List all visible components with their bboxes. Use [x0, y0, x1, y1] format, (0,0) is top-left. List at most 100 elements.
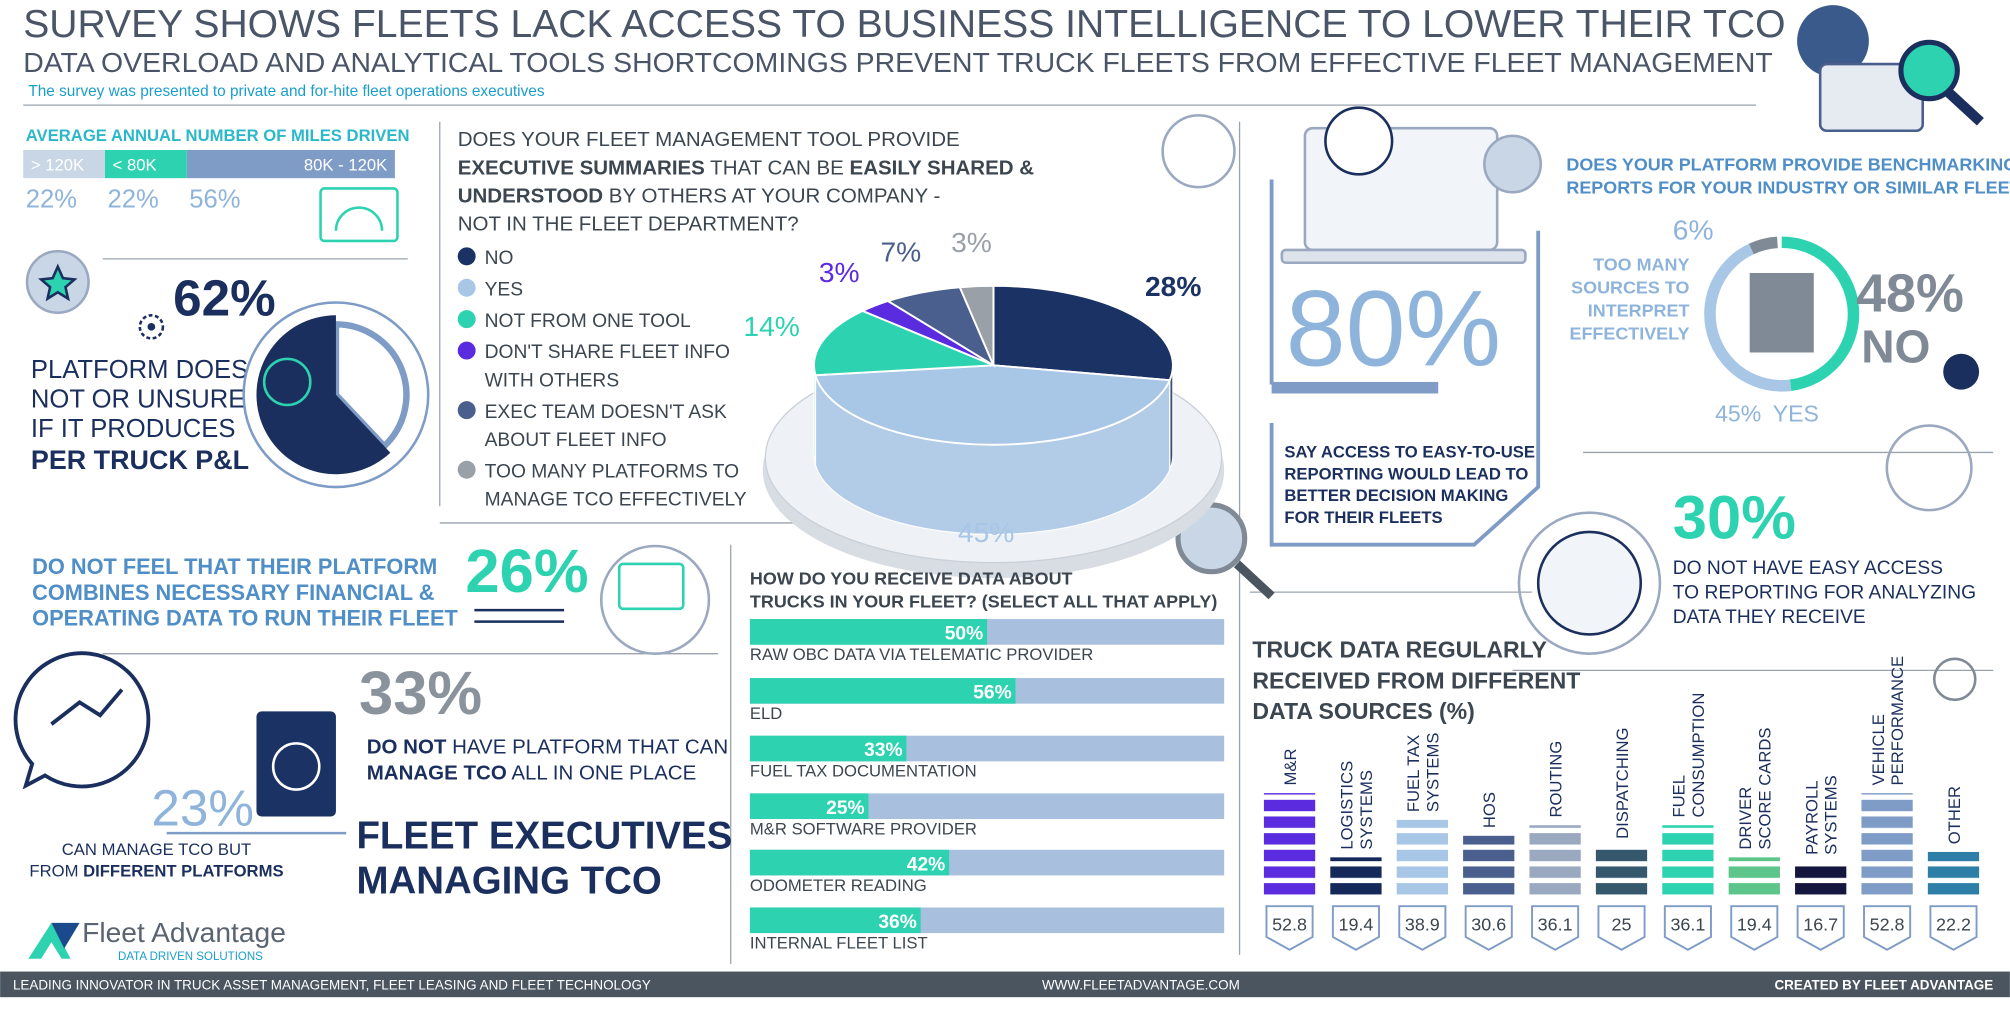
source-label: LOGISTICS [1338, 761, 1357, 850]
pie-label: 7% [880, 235, 921, 267]
tco-one-text-part: MANAGE TCO [367, 761, 507, 784]
tco-one-value: 33% [359, 659, 482, 728]
source-value: 36.1 [1670, 915, 1705, 935]
source-label: VEHICLE [1869, 714, 1888, 785]
footer-right: CREATED BY FLEET ADVANTAGE [1774, 977, 1993, 992]
value-shield [1265, 905, 1314, 951]
reporting-text: DO NOT HAVE EASY ACCESS [1673, 558, 1943, 579]
value-shield [1464, 905, 1513, 951]
question: DOES YOUR FLEET MANAGEMENT TOOL PROVIDE [458, 128, 960, 151]
legend-label: NO [485, 248, 514, 269]
question-part: UNDERSTOOD [458, 185, 603, 208]
financial-text: DO NOT FEEL THAT THEIR PLATFORM [32, 554, 437, 579]
value-shield [1398, 905, 1447, 951]
receive-value: 36% [878, 912, 916, 933]
sources-bars [1263, 793, 1980, 895]
pie-slice [958, 284, 995, 366]
question-part: THAT CAN BE [705, 156, 850, 179]
source-label: DRIVER [1736, 787, 1755, 850]
benchmark-title: REPORTS FOR YOUR INDUSTRY OR SIMILAR FLE… [1566, 178, 2010, 198]
access-text: SAY ACCESS TO EASY-TO-USE [1284, 443, 1535, 462]
question-part: NOT IN THE FLEET DEPARTMENT? [458, 213, 799, 236]
benchmark-yes-value: 45% [1715, 401, 1761, 427]
doc-icon [1749, 273, 1814, 353]
pie-slice [992, 284, 1174, 382]
tco-one-text-part: ALL IN ONE PLACE [507, 761, 697, 784]
sources-title: RECEIVED FROM DIFFERENT [1252, 667, 1580, 693]
legend-label: YES [485, 279, 523, 300]
receive-bar [749, 907, 921, 934]
legend-label: ABOUT FLEET INFO [485, 430, 667, 451]
source-bar [1662, 825, 1714, 895]
tco-one-text: MANAGE TCO ALL IN ONE PLACE [367, 761, 697, 784]
benchmark-yes-word: YES [1773, 401, 1819, 427]
value-shield [1331, 905, 1380, 951]
miles-category: < 80K [113, 155, 157, 174]
question-part: EASILY SHARED & [850, 156, 1035, 179]
legend-label: NOT FROM ONE TOOL [485, 311, 691, 332]
benchmark-title: DOES YOUR PLATFORM PROVIDE BENCHMARKING [1566, 154, 2010, 174]
question: NOT IN THE FLEET DEPARTMENT? [458, 213, 799, 236]
title: SURVEY SHOWS FLEETS LACK ACCESS TO BUSIN… [23, 3, 1785, 46]
receive-value: 56% [973, 683, 1011, 704]
question: UNDERSTOOD BY OTHERS AT YOUR COMPANY - [458, 185, 941, 208]
legend-swatch [457, 460, 476, 479]
source-label: SCORE CARDS [1755, 727, 1774, 849]
financial-text: OPERATING DATA TO RUN THEIR FLEET [32, 605, 458, 630]
pie-label: 14% [743, 310, 799, 342]
receive-value: 50% [945, 624, 983, 645]
source-value: 25 [1612, 915, 1632, 935]
legend-label: DON'T SHARE FLEET INFO [485, 342, 730, 363]
pie-slice [814, 364, 1172, 446]
icons [13, 5, 1984, 959]
pl-text: IF IT PRODUCES [31, 415, 236, 443]
pie-label: 3% [819, 256, 860, 288]
source-bar [1595, 846, 1648, 895]
tco-many-value: 23% [151, 779, 254, 836]
receive-category: M&R SOFTWARE PROVIDER [750, 819, 977, 838]
benchmark-other-text: SOURCES TO [1571, 278, 1689, 298]
source-label: SYSTEMS [1357, 770, 1376, 850]
source-label: HOS [1480, 792, 1499, 828]
pie-label: 3% [951, 226, 992, 258]
tco-many-text-part: CAN MANAGE TCO BUT [62, 840, 251, 859]
receive-bar [749, 619, 988, 645]
source-bar [1396, 819, 1448, 895]
logo-name: Fleet Advantage [82, 916, 286, 948]
legend-swatch [457, 247, 476, 266]
tco-many-text-part: FROM [29, 862, 83, 881]
receive-bar [749, 849, 950, 876]
source-label: PAYROLL [1802, 780, 1821, 854]
source-value: 52.8 [1272, 915, 1307, 935]
footer-center: WWW.FLEETADVANTAGE.COM [1042, 977, 1240, 992]
receive-category: INTERNAL FLEET LIST [750, 933, 928, 952]
receive-value: 42% [907, 854, 945, 875]
access-text: FOR THEIR FLEETS [1284, 508, 1442, 527]
benchmark-no-word: NO [1861, 321, 1930, 373]
pl-emphasis: PER TRUCK P&L [31, 445, 249, 475]
value-shield [1531, 905, 1580, 951]
source-label: DISPATCHING [1613, 728, 1632, 839]
miles-heading: AVERAGE ANNUAL NUMBER OF MILES DRIVEN [26, 126, 410, 145]
legend-swatch [457, 341, 476, 360]
question: EXECUTIVE SUMMARIES THAT CAN BE EASILY S… [458, 156, 1035, 179]
miles-segment [104, 149, 187, 179]
pl-text: PLATFORM DOES [31, 356, 248, 384]
benchmark-other-text: INTERPRET [1588, 301, 1690, 321]
legend-swatch [457, 310, 476, 329]
tco-one-text-part: DO NOT [367, 736, 447, 759]
benchmark-ring [1704, 236, 1860, 392]
source-label: SYSTEMS [1423, 733, 1442, 813]
receive-category: ODOMETER READING [750, 876, 927, 895]
pl-icon [262, 357, 312, 407]
headline: MANAGING TCO [356, 859, 661, 902]
source-label: PERFORMANCE [1888, 656, 1907, 786]
source-value: 22.2 [1936, 915, 1971, 935]
pie-label: 45% [958, 516, 1014, 548]
source-bar [1728, 857, 1780, 895]
source-value: 52.8 [1870, 915, 1905, 935]
benchmark-other-text: TOO MANY [1593, 254, 1689, 274]
miles-value: 22% [108, 186, 159, 214]
question-part: BY OTHERS AT YOUR COMPANY - [603, 185, 940, 208]
